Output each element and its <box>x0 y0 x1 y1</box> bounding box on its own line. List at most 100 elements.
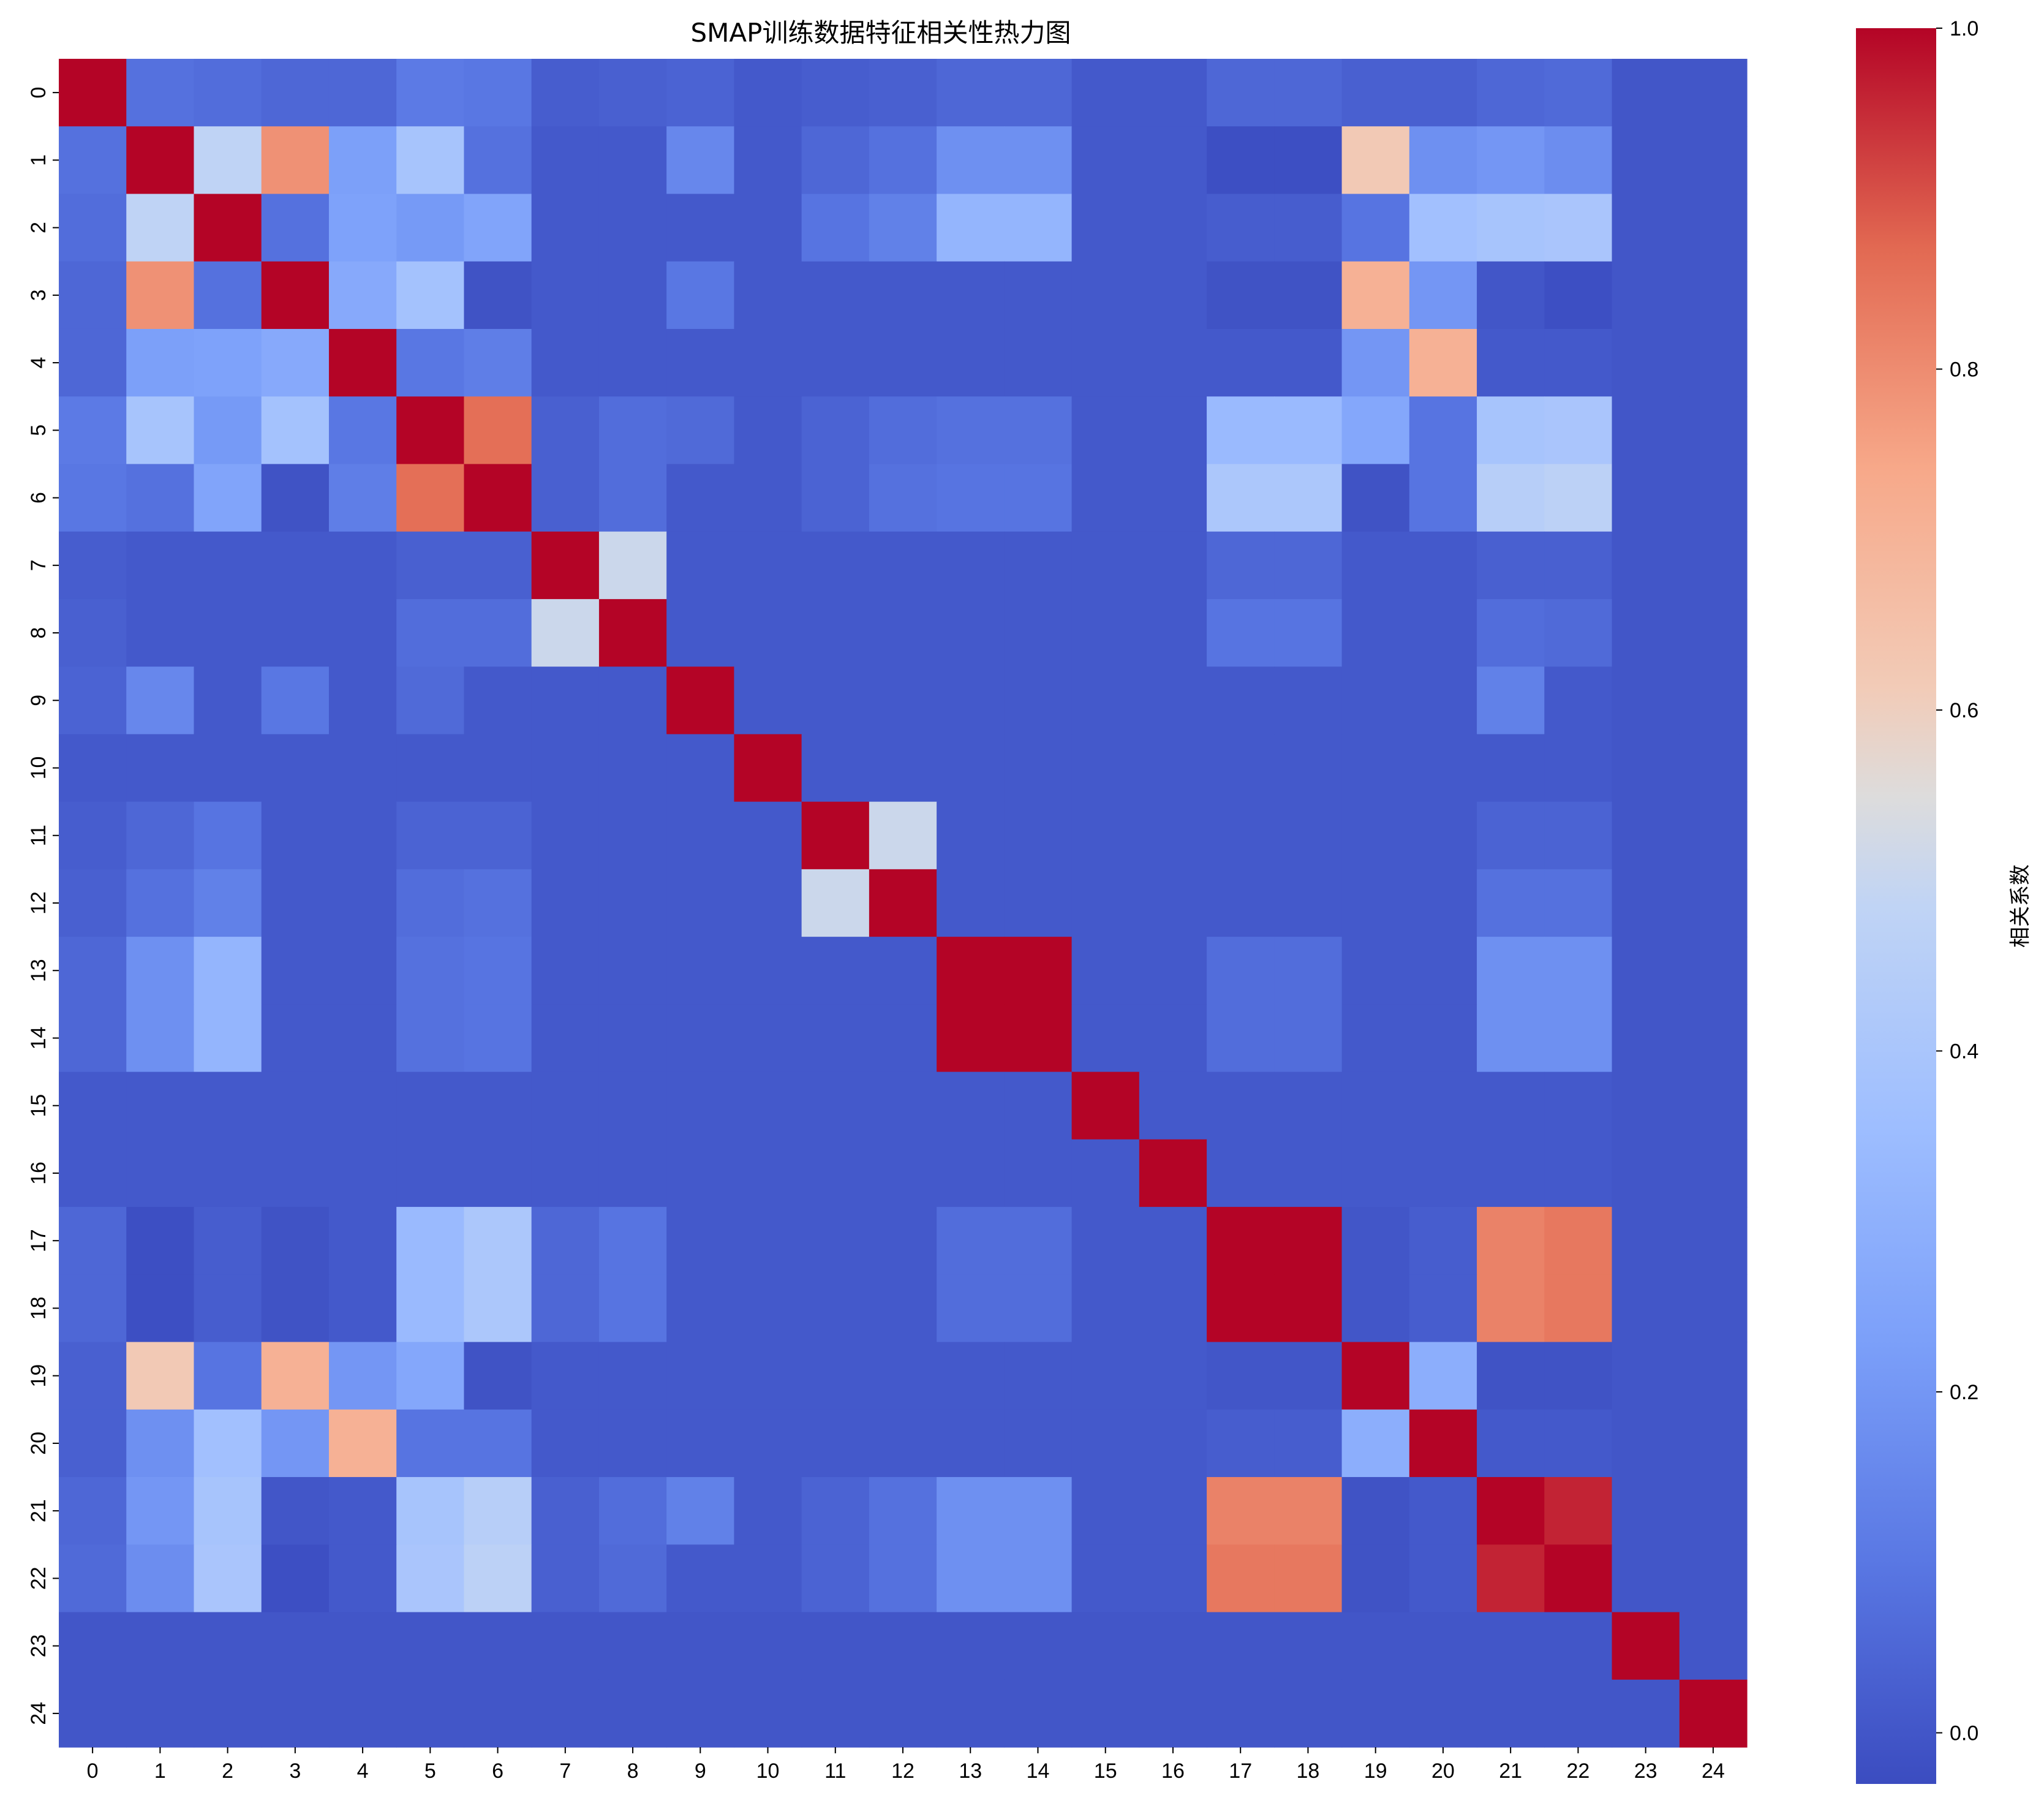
heatmap-cell-8-21 <box>1477 599 1545 667</box>
heatmap-cell-2-1 <box>126 194 195 262</box>
heatmap-cell-24-17 <box>1207 1679 1275 1748</box>
x-tick-label: 7 <box>559 1759 571 1783</box>
y-tick-label: 16 <box>27 1162 50 1185</box>
heatmap-cell-8-3 <box>261 599 330 667</box>
x-tick-label: 20 <box>1431 1759 1455 1783</box>
heatmap-cell-11-16 <box>1139 801 1207 870</box>
heatmap-cell-8-7 <box>531 599 600 667</box>
heatmap-cell-6-3 <box>261 464 330 532</box>
heatmap-cell-14-20 <box>1409 1004 1477 1073</box>
heatmap-cell-2-9 <box>666 194 734 262</box>
x-tick-label: 13 <box>959 1759 982 1783</box>
heatmap-cell-0-6 <box>464 59 532 127</box>
heatmap-cell-23-23 <box>1612 1612 1680 1680</box>
heatmap-cell-15-20 <box>1409 1071 1477 1140</box>
heatmap-cell-6-18 <box>1274 464 1343 532</box>
heatmap-cell-1-0 <box>59 126 127 195</box>
heatmap-cell-7-17 <box>1207 531 1275 600</box>
heatmap-cell-23-12 <box>869 1612 937 1680</box>
heatmap-cell-1-18 <box>1274 126 1343 195</box>
heatmap-cell-16-13 <box>937 1139 1005 1207</box>
heatmap-cell-5-4 <box>328 396 397 465</box>
heatmap-cell-17-14 <box>1004 1207 1073 1275</box>
heatmap-cell-2-24 <box>1679 194 1748 262</box>
heatmap-cell-16-9 <box>666 1139 734 1207</box>
heatmap-cell-20-23 <box>1612 1409 1680 1478</box>
y-tick-label: 22 <box>27 1566 50 1590</box>
heatmap-cell-20-8 <box>598 1409 667 1478</box>
heatmap-cell-19-16 <box>1139 1342 1207 1410</box>
heatmap-cell-13-10 <box>734 937 802 1005</box>
heatmap-cell-2-4 <box>328 194 397 262</box>
heatmap-cell-7-21 <box>1477 531 1545 600</box>
heatmap-cell-24-5 <box>396 1679 465 1748</box>
heatmap-cell-3-22 <box>1544 261 1613 330</box>
heatmap-cell-2-8 <box>598 194 667 262</box>
heatmap-cell-6-16 <box>1139 464 1207 532</box>
heatmap-cell-4-17 <box>1207 328 1275 397</box>
heatmap-cell-10-8 <box>598 734 667 803</box>
heatmap-cell-17-13 <box>937 1207 1005 1275</box>
heatmap-cell-8-15 <box>1071 599 1140 667</box>
heatmap-cell-14-22 <box>1544 1004 1613 1073</box>
heatmap-cell-19-7 <box>531 1342 600 1410</box>
heatmap-cell-18-1 <box>126 1274 195 1343</box>
heatmap-cell-7-0 <box>59 531 127 600</box>
heatmap-cell-9-11 <box>801 667 870 735</box>
heatmap-cell-9-17 <box>1207 667 1275 735</box>
heatmap-cell-17-9 <box>666 1207 734 1275</box>
heatmap-cell-3-18 <box>1274 261 1343 330</box>
heatmap-cell-7-22 <box>1544 531 1613 600</box>
x-tick-label: 3 <box>289 1759 301 1783</box>
heatmap-cell-4-9 <box>666 328 734 397</box>
heatmap-cell-18-12 <box>869 1274 937 1343</box>
heatmap-cell-11-1 <box>126 801 195 870</box>
heatmap-cell-21-22 <box>1544 1477 1613 1545</box>
heatmap-cell-18-13 <box>937 1274 1005 1343</box>
heatmap-cell-4-5 <box>396 328 465 397</box>
heatmap-cell-6-17 <box>1207 464 1275 532</box>
heatmap-cell-5-13 <box>937 396 1005 465</box>
heatmap-cell-12-13 <box>937 869 1005 937</box>
heatmap-cell-9-18 <box>1274 667 1343 735</box>
heatmap-cell-0-14 <box>1004 59 1073 127</box>
heatmap-cell-18-21 <box>1477 1274 1545 1343</box>
heatmap-cell-18-8 <box>598 1274 667 1343</box>
heatmap-cell-13-13 <box>937 937 1005 1005</box>
heatmap-cell-22-8 <box>598 1544 667 1613</box>
heatmap-cell-11-10 <box>734 801 802 870</box>
heatmap-cell-12-20 <box>1409 869 1477 937</box>
heatmap-cell-3-6 <box>464 261 532 330</box>
heatmap-cell-19-12 <box>869 1342 937 1410</box>
heatmap-cell-5-15 <box>1071 396 1140 465</box>
heatmap-cell-19-23 <box>1612 1342 1680 1410</box>
heatmap-cell-9-24 <box>1679 667 1748 735</box>
heatmap-cell-9-23 <box>1612 667 1680 735</box>
heatmap-cell-13-24 <box>1679 937 1748 1005</box>
heatmap-cell-0-22 <box>1544 59 1613 127</box>
heatmap-cell-20-22 <box>1544 1409 1613 1478</box>
y-tick-label: 15 <box>27 1094 50 1117</box>
heatmap-cell-16-14 <box>1004 1139 1073 1207</box>
x-tick-label: 15 <box>1094 1759 1117 1783</box>
x-tick-label: 10 <box>756 1759 780 1783</box>
heatmap-cell-14-6 <box>464 1004 532 1073</box>
heatmap-cell-5-8 <box>598 396 667 465</box>
heatmap-cell-20-11 <box>801 1409 870 1478</box>
heatmap-cell-20-16 <box>1139 1409 1207 1478</box>
heatmap-cell-15-11 <box>801 1071 870 1140</box>
heatmap-cell-10-5 <box>396 734 465 803</box>
x-tick-label: 5 <box>424 1759 436 1783</box>
heatmap-cell-7-18 <box>1274 531 1343 600</box>
heatmap-cell-4-23 <box>1612 328 1680 397</box>
heatmap-cell-22-12 <box>869 1544 937 1613</box>
heatmap-cell-13-11 <box>801 937 870 1005</box>
heatmap-cell-9-16 <box>1139 667 1207 735</box>
heatmap-cell-12-8 <box>598 869 667 937</box>
heatmap-cell-21-6 <box>464 1477 532 1545</box>
heatmap-cell-20-3 <box>261 1409 330 1478</box>
heatmap-cell-21-5 <box>396 1477 465 1545</box>
heatmap-cell-5-16 <box>1139 396 1207 465</box>
heatmap-cell-7-2 <box>194 531 262 600</box>
heatmap-cell-11-5 <box>396 801 465 870</box>
